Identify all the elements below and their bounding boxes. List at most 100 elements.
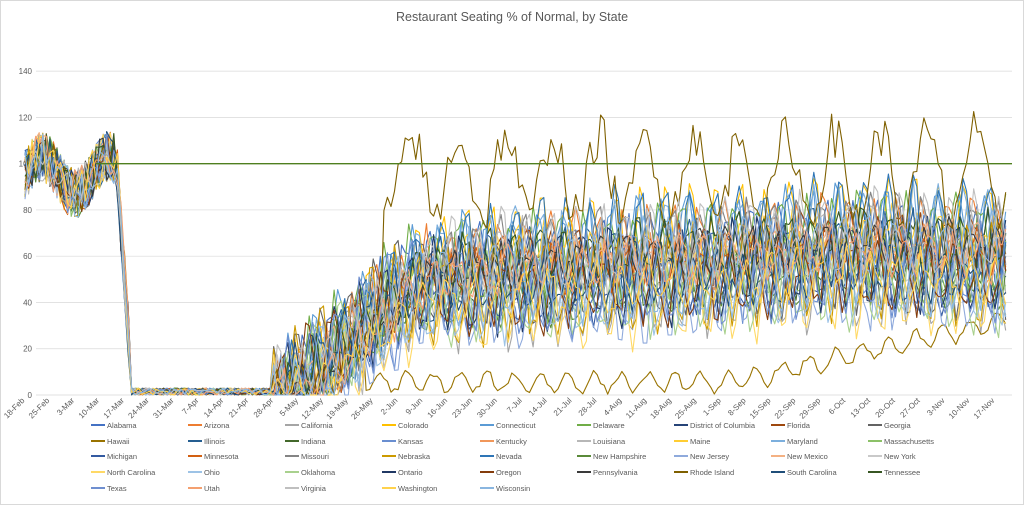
legend-entry: District of Columbia	[674, 421, 756, 430]
legend-entry: Pennsylvania	[577, 468, 638, 477]
y-tick-label: 0	[28, 391, 33, 400]
legend-entry: Rhode Island	[674, 468, 734, 477]
legend-label: Arizona	[204, 421, 230, 430]
x-tick-label: 26-May	[349, 396, 374, 421]
x-tick-label: 17-Nov	[972, 396, 997, 421]
legend-entry: Hawaii	[91, 437, 130, 446]
legend-entry: Florida	[771, 421, 811, 430]
y-tick-label: 20	[23, 345, 32, 354]
legend-label: Rhode Island	[690, 468, 734, 477]
series-line	[24, 133, 1007, 396]
x-tick-label: 7-Apr	[180, 396, 200, 416]
legend-entry: Illinois	[188, 437, 225, 446]
legend-label: Minnesota	[204, 452, 239, 461]
legend-label: Kentucky	[496, 437, 527, 446]
legend-label: Alabama	[107, 421, 137, 430]
x-tick-label: 9-Jun	[404, 396, 425, 417]
legend-entry: South Carolina	[771, 468, 837, 477]
legend-entry: Georgia	[868, 421, 912, 430]
legend-entry: Ontario	[382, 468, 423, 477]
legend-entry: Utah	[188, 484, 220, 493]
legend-entry: Maine	[674, 437, 710, 446]
legend-label: New Mexico	[787, 452, 828, 461]
x-tick-label: 7-Jul	[505, 396, 524, 415]
x-tick-label: 22-Sep	[773, 396, 798, 421]
y-tick-label: 140	[19, 67, 33, 76]
legend-entry: Arizona	[188, 421, 230, 430]
legend-label: Washington	[398, 484, 437, 493]
legend-entry: California	[285, 421, 334, 430]
series-line	[24, 134, 1007, 396]
legend-label: Pennsylvania	[593, 468, 638, 477]
x-tick-label: 21-Apr	[227, 396, 251, 420]
legend-entry: Colorado	[382, 421, 428, 430]
legend-entry: Missouri	[285, 452, 329, 461]
x-tick-label: 10-Mar	[77, 396, 102, 421]
legend-entry: Michigan	[91, 452, 137, 461]
legend-label: Missouri	[301, 452, 329, 461]
y-tick-label: 40	[23, 298, 32, 307]
x-tick-label: 20-Oct	[874, 396, 898, 420]
legend-entry: Louisiana	[577, 437, 626, 446]
legend-label: New Hampshire	[593, 452, 646, 461]
legend-entry: Maryland	[771, 437, 818, 446]
x-tick-label: 14-Apr	[202, 396, 226, 420]
legend-entry: Nebraska	[382, 452, 431, 461]
legend-label: North Carolina	[107, 468, 156, 477]
legend-entry: Connecticut	[480, 421, 537, 430]
x-tick-label: 29-Sep	[798, 396, 823, 421]
y-tick-label: 60	[23, 252, 32, 261]
legend-label: New York	[884, 452, 916, 461]
x-tick-label: 13-Oct	[849, 396, 873, 420]
x-tick-label: 27-Oct	[898, 396, 922, 420]
legend-label: Georgia	[884, 421, 912, 430]
legend-label: Indiana	[301, 437, 326, 446]
legend-label: Oklahoma	[301, 468, 336, 477]
x-tick-label: 5-May	[278, 396, 300, 418]
x-tick-label: 30-Jun	[475, 396, 499, 420]
x-tick-label: 28-Apr	[252, 396, 276, 420]
legend-entry: Wisconsin	[480, 484, 530, 493]
series-line	[24, 133, 1007, 396]
y-tick-label: 80	[23, 206, 32, 215]
legend-entry: Massachusetts	[868, 437, 934, 446]
x-tick-label: 4-Aug	[602, 396, 623, 417]
legend-label: Ontario	[398, 468, 423, 477]
x-tick-label: 21-Jul	[552, 396, 574, 418]
chart-title: Restaurant Seating % of Normal, by State	[396, 10, 628, 24]
legend-label: Virginia	[301, 484, 327, 493]
x-tick-label: 1-Sep	[701, 396, 723, 418]
legend-label: Illinois	[204, 437, 225, 446]
series-line	[24, 150, 1007, 396]
x-tick-label: 25-Aug	[673, 396, 698, 421]
x-tick-label: 3-Mar	[55, 396, 76, 417]
legend-entry: Indiana	[285, 437, 326, 446]
x-tick-label: 17-Mar	[102, 396, 127, 421]
legend-entry: Nevada	[480, 452, 523, 461]
legend-label: Wisconsin	[496, 484, 530, 493]
legend: Alabama Arizona California Colorado Connecti…	[91, 421, 934, 493]
legend-entry: Tennessee	[868, 468, 920, 477]
x-tick-label: 8-Sep	[726, 396, 748, 418]
x-tick-label: 28-Jul	[577, 396, 599, 418]
legend-label: Massachusetts	[884, 437, 934, 446]
legend-label: New Jersey	[690, 452, 729, 461]
x-tick-label: 18-Aug	[648, 396, 673, 421]
x-tick-label: 23-Jun	[450, 396, 474, 420]
legend-label: Michigan	[107, 452, 137, 461]
legend-label: Nebraska	[398, 452, 431, 461]
x-tick-label: 31-Mar	[151, 396, 176, 421]
legend-entry: Ohio	[188, 468, 220, 477]
x-tick-label: 2-Jun	[379, 396, 400, 417]
legend-label: South Carolina	[787, 468, 837, 477]
legend-entry: Texas	[91, 484, 127, 493]
legend-entry: Alabama	[91, 421, 137, 430]
legend-entry: New Mexico	[771, 452, 828, 461]
y-tick-label: 120	[19, 113, 33, 122]
legend-entry: North Carolina	[91, 468, 156, 477]
x-tick-label: 3-Nov	[925, 396, 946, 417]
legend-entry: Oregon	[480, 468, 521, 477]
legend-entry: Virginia	[285, 484, 327, 493]
legend-label: Connecticut	[496, 421, 537, 430]
